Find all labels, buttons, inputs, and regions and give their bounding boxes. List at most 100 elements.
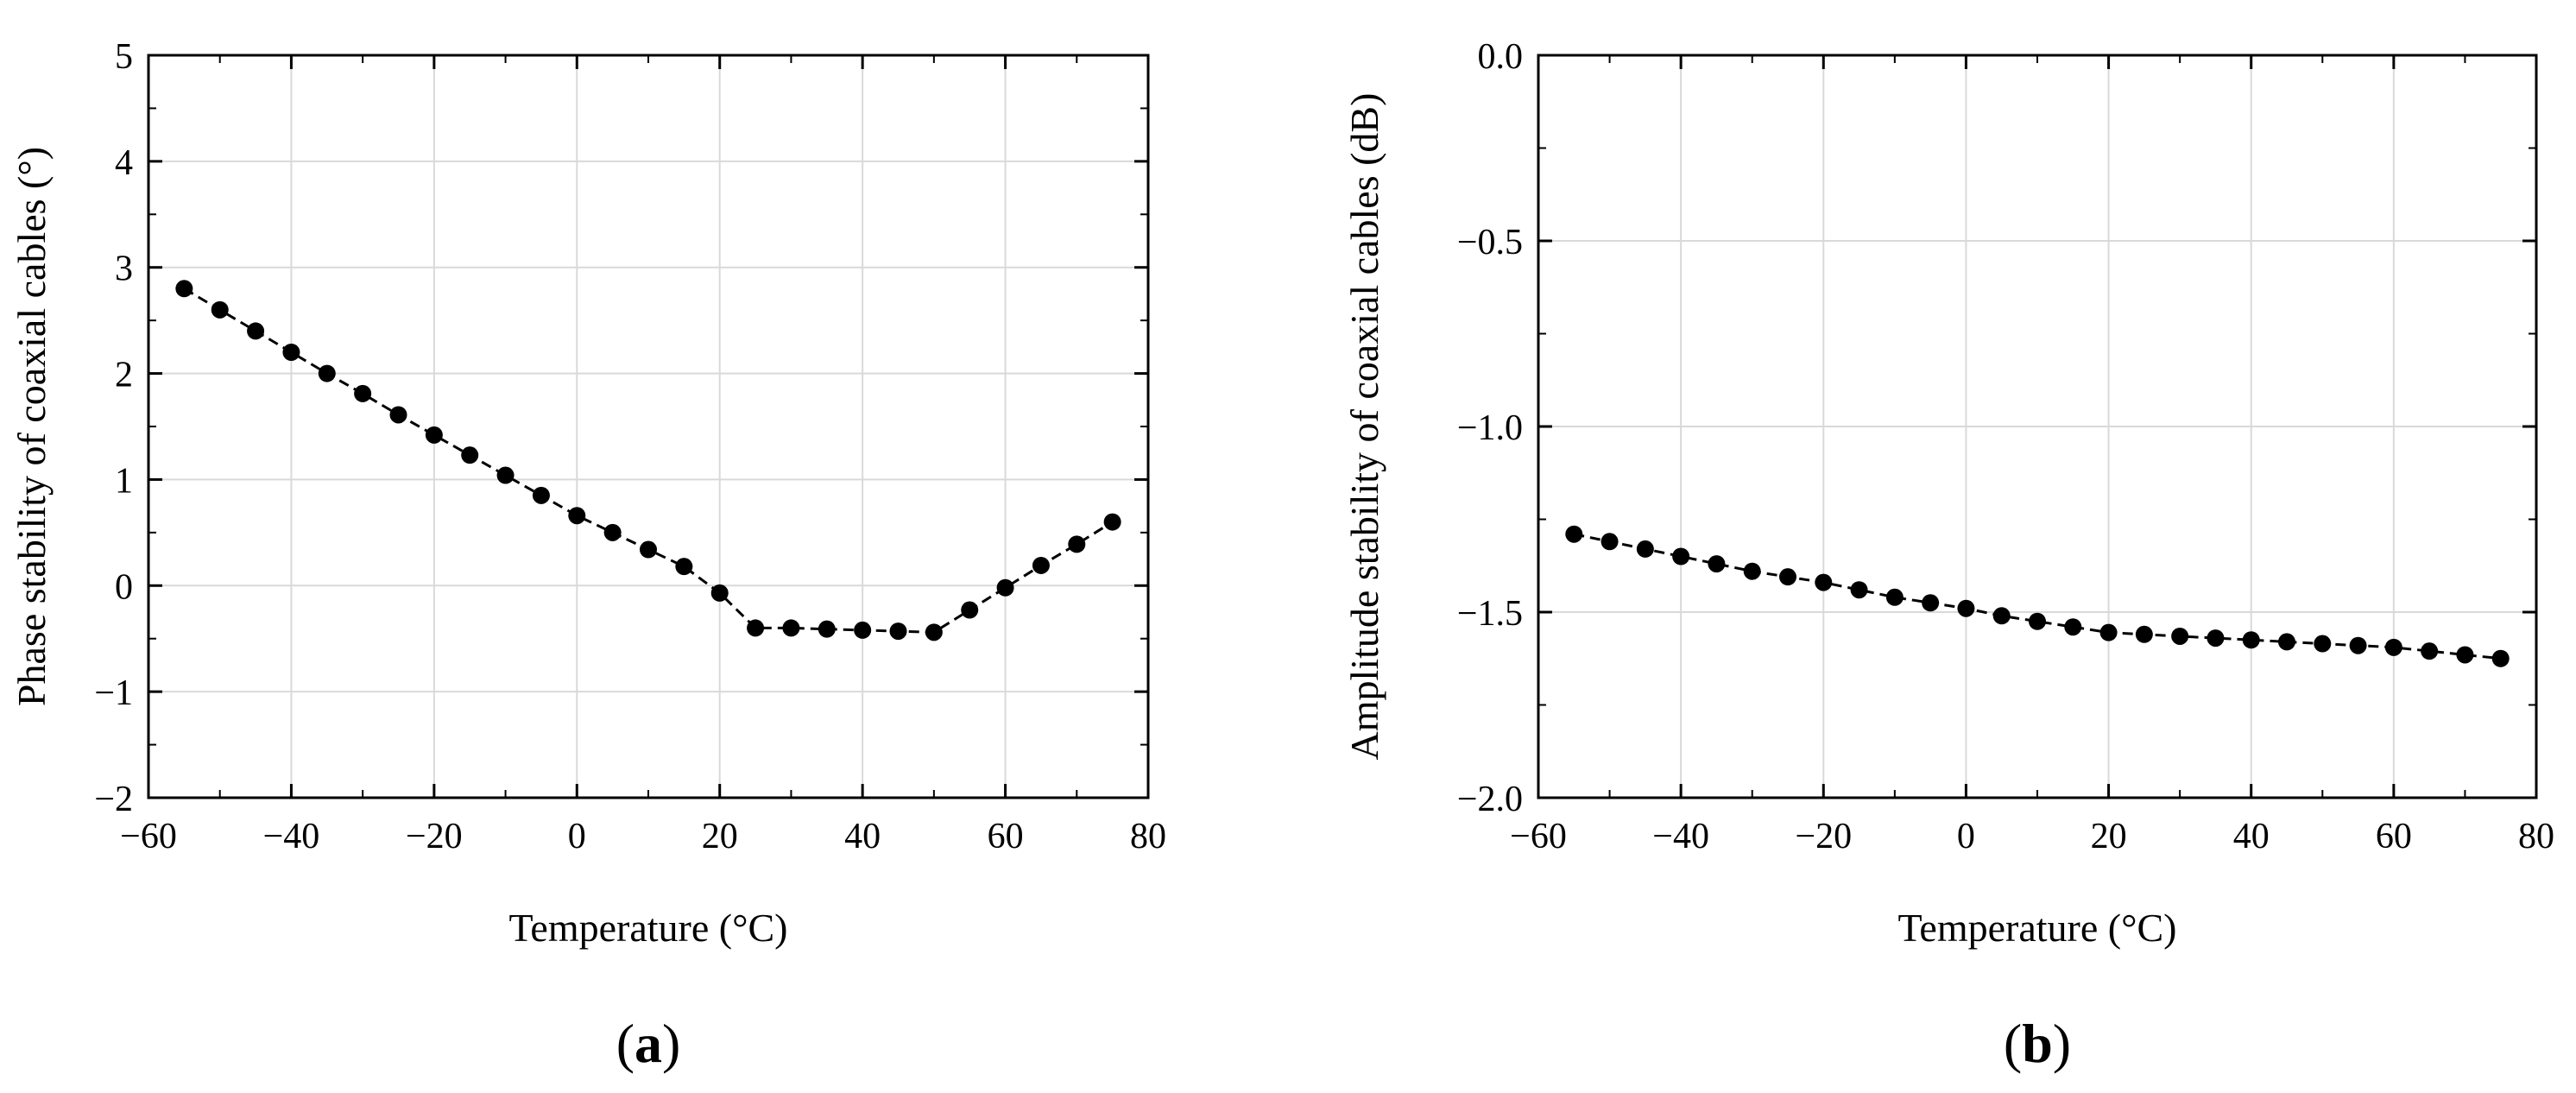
- data-point-a: [640, 540, 657, 559]
- panel-b: −60 −40 −20 0 20 40 60 80 −2.0 −1.5 −1.0 −0.5 0.0 Te…: [1342, 37, 2554, 1074]
- data-point-a: [747, 619, 765, 637]
- data-point-b: [1992, 607, 2011, 625]
- x-tick-label-b: 80: [2518, 817, 2554, 856]
- x-tick-label-a: −60: [120, 817, 177, 856]
- data-point-b: [2064, 618, 2082, 636]
- y-tick-label-a: 0: [115, 567, 133, 607]
- x-tick-label-b: −20: [1795, 817, 1852, 856]
- data-point-a: [318, 364, 336, 382]
- data-point-a: [461, 446, 479, 464]
- data-point-b: [1565, 525, 1583, 543]
- panel-a: −60 −40 −20 0 20 40 60 80 −2 −1 0 1 2 3 4 5 Temperature…: [9, 37, 1166, 1074]
- ticks-b: −60 −40 −20 0 20 40 60 80 −2.0 −1.5 −1.0 −0.5 0.0: [1457, 37, 2554, 856]
- x-tick-label-b: 0: [1957, 817, 1975, 856]
- data-point-a: [889, 622, 907, 641]
- ticks-a: −60 −40 −20 0 20 40 60 80 −2 −1 0 1 2 3 4 5: [94, 37, 1166, 856]
- data-point-b: [2456, 646, 2474, 664]
- data-point-a: [354, 384, 372, 402]
- x-tick-label-a: −20: [406, 817, 463, 856]
- y-tick-label-b: 0.0: [1478, 37, 1524, 77]
- y-tick-label-a: 5: [115, 37, 133, 77]
- y-tick-label-a: 2: [115, 356, 133, 395]
- panel-label-a: (a): [616, 1013, 681, 1074]
- data-point-b: [2242, 631, 2260, 649]
- y-tick-label-b: −1.0: [1457, 408, 1523, 448]
- data-point-b: [2384, 638, 2402, 656]
- data-point-b: [2421, 642, 2439, 660]
- data-point-a: [782, 619, 800, 637]
- grid-a: [148, 54, 1149, 799]
- x-tick-label-a: −40: [263, 817, 320, 856]
- data-point-b: [2314, 635, 2332, 653]
- x-tick-label-a: 60: [988, 817, 1024, 856]
- data-point-b: [2099, 623, 2118, 641]
- panel-label-b: (b): [2004, 1013, 2071, 1074]
- data-point-b: [1815, 573, 1833, 591]
- data-point-a: [389, 406, 407, 424]
- y-tick-label-b: −0.5: [1457, 223, 1523, 262]
- x-tick-label-a: 0: [568, 817, 586, 856]
- y-tick-label-b: −1.5: [1457, 594, 1523, 634]
- data-point-a: [211, 300, 229, 319]
- data-point-a: [425, 426, 443, 444]
- x-tick-label-b: 40: [2233, 817, 2270, 856]
- x-tick-label-a: 40: [844, 817, 881, 856]
- data-point-a: [568, 507, 586, 525]
- data-point-a: [532, 486, 550, 504]
- series-b: [1565, 525, 2510, 667]
- y-axis-label-b: Amplitude stability of coaxial cables (d…: [1342, 93, 1386, 761]
- y-tick-label-a: −1: [94, 673, 133, 713]
- data-point-b: [1957, 599, 1975, 617]
- data-point-b: [1885, 588, 1904, 606]
- data-point-a: [603, 523, 622, 541]
- data-point-a: [675, 558, 693, 576]
- x-tick-label-a: 80: [1130, 817, 1166, 856]
- y-tick-label-b: −2.0: [1457, 780, 1523, 819]
- data-point-a: [925, 623, 943, 641]
- data-point-b: [2278, 633, 2295, 651]
- x-tick-label-a: 20: [702, 817, 738, 856]
- y-tick-label-a: −2: [94, 780, 133, 819]
- data-point-b: [1601, 533, 1619, 551]
- data-point-a: [282, 344, 300, 361]
- data-point-b: [1636, 540, 1654, 558]
- y-tick-label-a: 1: [115, 461, 133, 501]
- data-point-a: [854, 621, 872, 639]
- x-tick-label-b: 20: [2091, 817, 2127, 856]
- series-line-b: [1573, 533, 2501, 660]
- plot-frame-a: [147, 54, 1150, 799]
- data-point-b: [2171, 627, 2189, 645]
- data-point-a: [996, 578, 1014, 597]
- data-point-a: [1068, 535, 1086, 553]
- y-tick-label-a: 4: [115, 143, 133, 183]
- panel-label-b-letter: b: [2022, 1013, 2053, 1074]
- data-point-a: [1032, 556, 1050, 574]
- data-point-b: [1708, 555, 1726, 573]
- data-point-a: [175, 280, 193, 298]
- x-tick-label-b: 60: [2376, 817, 2412, 856]
- x-tick-label-b: −40: [1652, 817, 1709, 856]
- grid-b: [1537, 54, 2537, 799]
- data-point-b: [1672, 547, 1690, 565]
- series-a: [175, 280, 1121, 641]
- data-point-a: [818, 620, 836, 638]
- data-point-b: [1743, 562, 1761, 580]
- data-point-b: [2349, 636, 2367, 654]
- series-line-a: [183, 287, 1114, 634]
- data-point-b: [2491, 649, 2510, 667]
- y-axis-label-a: Phase stability of coaxial cables (°): [9, 147, 54, 706]
- data-point-a: [496, 466, 515, 484]
- data-point-b: [1779, 568, 1796, 586]
- data-point-b: [2207, 629, 2225, 648]
- x-axis-label-b: Temperature (°C): [1898, 906, 2177, 950]
- data-point-a: [710, 584, 729, 602]
- data-point-a: [247, 322, 265, 340]
- data-point-b: [1922, 594, 1940, 612]
- data-point-a: [961, 601, 979, 619]
- panel-label-a-letter: a: [635, 1013, 662, 1074]
- data-point-b: [2029, 612, 2046, 630]
- x-axis-label-a: Temperature (°C): [509, 906, 788, 950]
- y-tick-label-a: 3: [115, 250, 133, 289]
- data-point-b: [2135, 625, 2153, 643]
